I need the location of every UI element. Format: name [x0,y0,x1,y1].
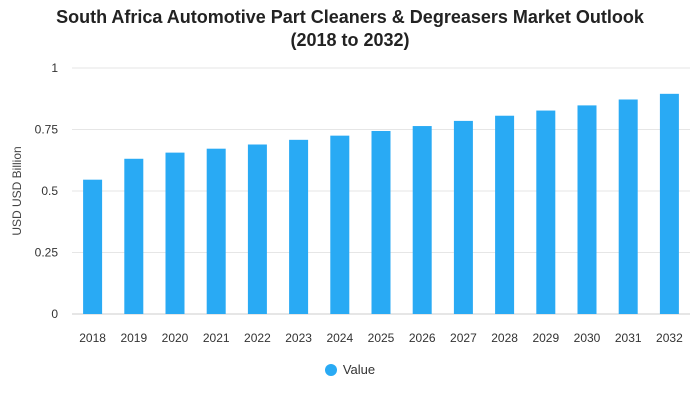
bar-2019[interactable] [124,158,144,314]
bar-2027[interactable] [453,120,473,314]
bar-2024[interactable] [330,135,350,314]
x-tick-label: 2018 [79,331,106,345]
bar-2026[interactable] [412,126,432,314]
y-tick-label: 0.5 [41,184,58,198]
x-tick-label: 2024 [326,331,353,345]
legend-label: Value [342,362,376,377]
y-tick-label: 0.25 [35,246,59,260]
x-tick-label: 2030 [574,331,601,345]
chart-title-line-1: South Africa Automotive Part Cleaners & … [56,7,644,27]
x-tick-label: 2019 [120,331,147,345]
x-tick-label: 2020 [162,331,189,345]
bar-2028[interactable] [495,115,515,314]
x-tick-label: 2032 [656,331,683,345]
x-tick-label: 2029 [532,331,559,345]
x-tick-label: 2026 [409,331,436,345]
legend-swatch-icon [324,363,337,376]
bar-2025[interactable] [371,130,391,314]
bar-2023[interactable] [289,139,309,314]
bar-2022[interactable] [247,144,267,314]
chart-legend[interactable]: Value [0,362,700,377]
y-tick-label: 0.75 [35,123,59,137]
bar-2032[interactable] [659,93,679,314]
x-tick-label: 2031 [615,331,642,345]
bar-2020[interactable] [165,152,185,314]
bar-2031[interactable] [618,99,638,314]
x-tick-label: 2027 [450,331,477,345]
chart-title: South Africa Automotive Part Cleaners & … [0,6,700,52]
y-tick-label: 0 [51,307,58,321]
bar-2018[interactable] [83,179,103,314]
bar-2021[interactable] [206,148,226,314]
x-tick-label: 2028 [491,331,518,345]
bar-2030[interactable] [577,105,597,314]
x-tick-label: 2023 [285,331,312,345]
x-tick-label: 2025 [368,331,395,345]
chart-title-line-2: (2018 to 2032) [290,30,410,50]
x-tick-label: 2021 [203,331,230,345]
y-axis-label: USD USD Billion [10,146,24,235]
y-tick-label: 1 [51,61,58,75]
bar-2029[interactable] [536,110,556,314]
x-tick-label: 2022 [244,331,271,345]
